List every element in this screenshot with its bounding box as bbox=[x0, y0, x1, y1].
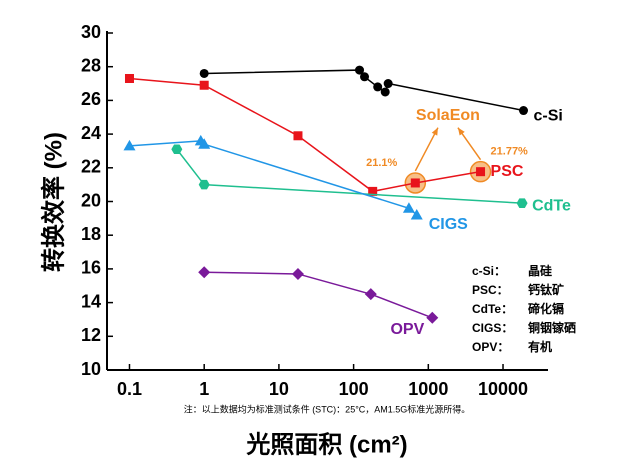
marker bbox=[410, 178, 420, 188]
series-line bbox=[129, 77, 481, 193]
marker bbox=[402, 202, 415, 213]
marker bbox=[368, 186, 378, 196]
marker bbox=[198, 138, 211, 149]
x-tick-label: 10 bbox=[269, 379, 289, 399]
marker bbox=[293, 131, 303, 141]
y-tick-label: 10 bbox=[81, 359, 101, 379]
y-tick-label: 28 bbox=[81, 55, 101, 75]
legend-note-text: 碲化镉 bbox=[528, 301, 564, 316]
marker bbox=[516, 198, 528, 208]
marker bbox=[426, 311, 439, 324]
marker bbox=[123, 139, 136, 151]
series-line bbox=[204, 271, 433, 319]
value-label: 21.1% bbox=[366, 157, 397, 169]
series-label: CIGS bbox=[429, 216, 468, 233]
x-tick-label: 10000 bbox=[478, 379, 528, 399]
y-tick-label: 20 bbox=[81, 190, 101, 210]
y-tick-label: 22 bbox=[81, 157, 101, 177]
x-tick-label: 1 bbox=[199, 379, 209, 399]
legend-note-text: 铜铟镓硒 bbox=[528, 320, 576, 335]
legend-note-label: CdTe： bbox=[472, 302, 513, 316]
marker bbox=[198, 179, 210, 190]
marker bbox=[360, 72, 370, 82]
marker bbox=[476, 167, 486, 177]
marker bbox=[355, 65, 365, 75]
y-axis-label: 转换效率 (%) bbox=[39, 132, 67, 272]
legend-note-text: 晶硅 bbox=[528, 263, 552, 278]
arrow-head bbox=[457, 127, 465, 136]
series-line bbox=[129, 140, 418, 216]
y-tick-label: 14 bbox=[81, 291, 101, 311]
marker bbox=[171, 144, 183, 155]
marker bbox=[410, 208, 423, 220]
marker bbox=[380, 87, 390, 97]
marker bbox=[199, 68, 209, 78]
marker bbox=[373, 82, 383, 92]
series-label: c-Si bbox=[534, 108, 563, 125]
series-label: PSC bbox=[491, 163, 524, 180]
x-tick-label: 100 bbox=[339, 379, 369, 399]
y-tick-label: 18 bbox=[81, 224, 101, 244]
marker bbox=[383, 79, 393, 89]
y-tick-label: 24 bbox=[81, 123, 101, 143]
marker bbox=[199, 80, 209, 90]
series-label: CdTe bbox=[532, 197, 571, 214]
y-tick-label: 12 bbox=[81, 325, 101, 345]
highlight-label: SolaEon bbox=[416, 107, 480, 124]
legend-note-label: CIGS： bbox=[472, 321, 513, 335]
x-tick-label: 0.1 bbox=[117, 379, 142, 399]
marker bbox=[124, 73, 134, 83]
value-label: 21.77% bbox=[491, 146, 529, 158]
arrow bbox=[414, 127, 439, 172]
legend-note-label: PSC： bbox=[472, 283, 509, 297]
marker bbox=[291, 267, 304, 280]
x-axis-label: 光照面积 (cm²) bbox=[245, 431, 407, 458]
legend-note-text: 有机 bbox=[528, 339, 552, 354]
legend-note-text: 钙钛矿 bbox=[528, 282, 564, 297]
note: 注：以上数据均为标准测试条件 (STC)：25°C，AM1.5G标准光源所得。 bbox=[184, 403, 471, 414]
marker bbox=[519, 106, 529, 116]
legend-note-label: OPV： bbox=[472, 340, 509, 354]
marker bbox=[198, 266, 211, 279]
y-tick-label: 26 bbox=[81, 89, 101, 109]
series-label: OPV bbox=[390, 321, 424, 338]
series-line bbox=[176, 148, 523, 204]
legend-note-label: c-Si： bbox=[472, 264, 506, 278]
marker bbox=[364, 288, 377, 301]
y-tick-label: 30 bbox=[81, 22, 101, 42]
x-tick-label: 1000 bbox=[408, 379, 448, 399]
arrow-head bbox=[431, 127, 438, 136]
y-tick-label: 16 bbox=[81, 258, 101, 278]
